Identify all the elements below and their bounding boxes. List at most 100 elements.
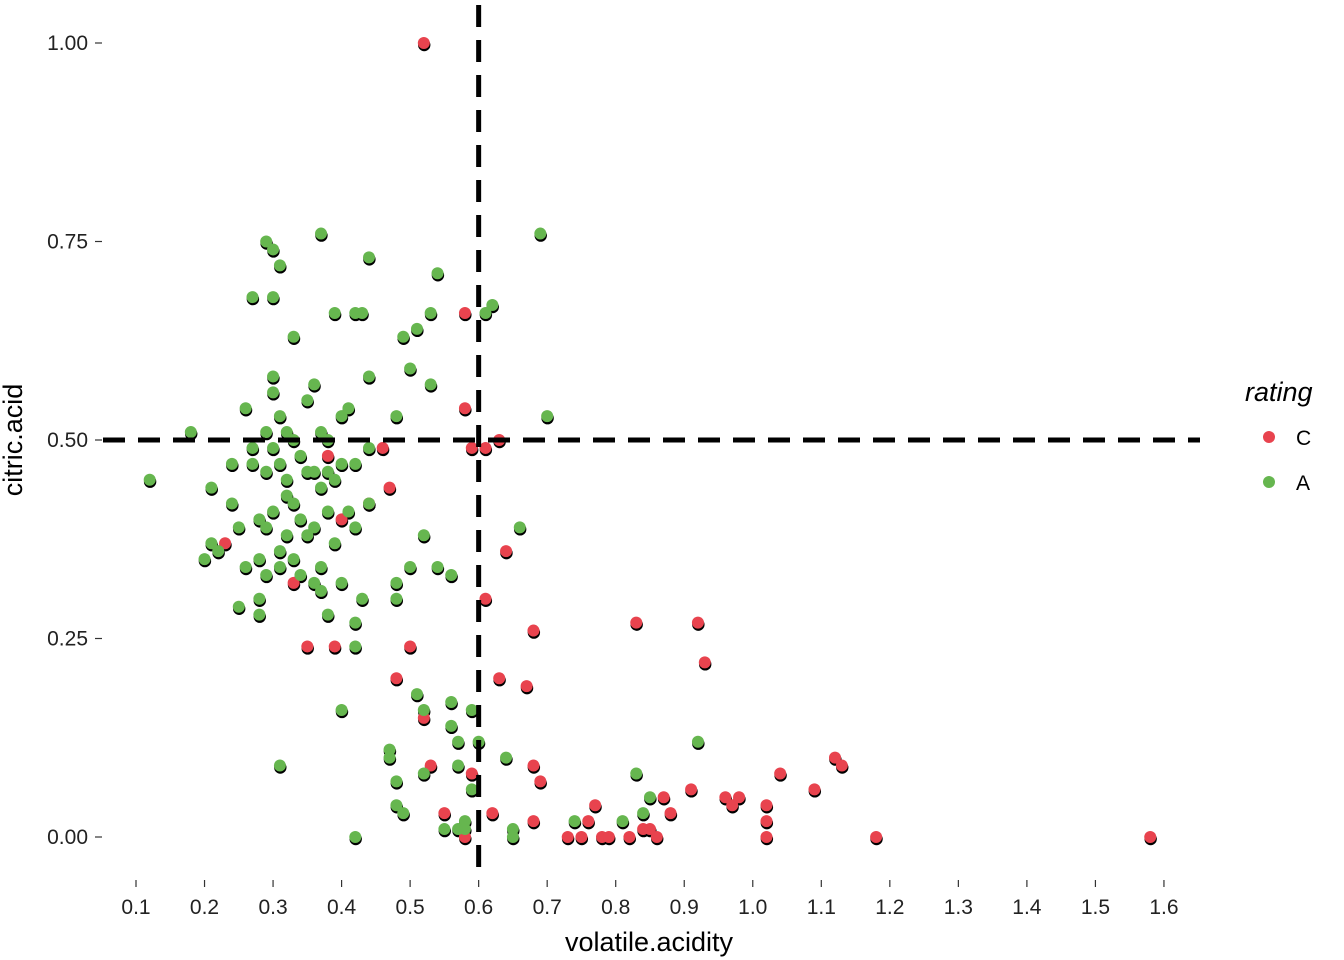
- point-c-7: [383, 481, 396, 494]
- point-c-42: [657, 791, 670, 804]
- point-a-68: [335, 576, 348, 589]
- point-a-52: [308, 521, 321, 534]
- point-a-43: [287, 553, 300, 566]
- point-c-37: [623, 831, 636, 843]
- point-a-5: [212, 545, 225, 558]
- point-c-15: [404, 640, 417, 653]
- point-c-38: [630, 616, 643, 629]
- point-c-28: [527, 759, 540, 772]
- point-a-16: [253, 553, 266, 566]
- x-tick-label-9: 1.0: [738, 896, 767, 919]
- point-a-18: [253, 608, 266, 621]
- point-a-90: [390, 799, 403, 812]
- point-a-51: [308, 465, 321, 478]
- point-a-36: [280, 426, 293, 439]
- point-a-92: [397, 807, 410, 820]
- point-c-47: [719, 791, 732, 804]
- point-a-49: [301, 529, 314, 542]
- point-c-25: [493, 672, 506, 685]
- point-a-29: [267, 505, 280, 518]
- point-a-24: [267, 243, 280, 256]
- point-a-69: [335, 703, 348, 716]
- point-a-64: [328, 473, 341, 486]
- point-a-101: [424, 378, 437, 391]
- point-a-26: [267, 370, 280, 383]
- point-a-116: [479, 306, 492, 319]
- point-a-86: [390, 410, 403, 423]
- point-a-121: [513, 521, 526, 534]
- point-a-12: [246, 291, 259, 304]
- point-c-23: [500, 545, 513, 558]
- y-axis: 0.00 0.25 0.50 0.75 1.00: [47, 32, 102, 849]
- legend-label-c: C: [1296, 427, 1311, 450]
- point-a-105: [445, 568, 458, 581]
- point-a-1: [184, 426, 197, 439]
- point-a-63: [328, 306, 341, 319]
- point-a-129: [691, 735, 704, 748]
- point-a-83: [363, 497, 376, 510]
- point-a-20: [260, 426, 273, 439]
- point-c-22: [479, 592, 492, 605]
- point-a-58: [315, 584, 328, 597]
- point-a-3: [205, 537, 218, 550]
- point-c-57: [870, 831, 883, 843]
- point-c-33: [582, 815, 595, 828]
- x-tick-label-7: 0.8: [601, 896, 630, 919]
- point-a-11: [239, 561, 252, 574]
- point-a-46: [294, 568, 307, 581]
- point-a-40: [287, 330, 300, 343]
- point-c-54: [808, 783, 821, 796]
- point-c-52: [760, 831, 773, 843]
- point-c-12: [287, 576, 300, 589]
- point-c-9: [335, 513, 348, 526]
- x-tick-label-11: 1.2: [875, 896, 904, 919]
- point-a-2: [198, 553, 211, 566]
- point-c-46: [698, 656, 711, 669]
- point-c-19: [438, 807, 451, 820]
- point-a-103: [431, 561, 444, 574]
- point-c-29: [534, 775, 547, 788]
- point-c-16: [390, 672, 403, 685]
- point-c-49: [733, 791, 746, 804]
- point-a-104: [438, 823, 451, 836]
- point-a-65: [328, 537, 341, 550]
- point-a-87: [390, 576, 403, 589]
- point-a-33: [273, 545, 286, 558]
- point-a-62: [321, 608, 334, 621]
- point-a-85: [383, 751, 396, 764]
- point-a-21: [260, 465, 273, 478]
- point-c-6: [376, 441, 389, 454]
- point-a-37: [280, 473, 293, 486]
- point-a-13: [246, 441, 259, 454]
- point-c-45: [691, 616, 704, 629]
- point-a-120: [506, 823, 519, 836]
- point-a-76: [349, 640, 362, 653]
- point-c-26: [520, 680, 533, 693]
- point-a-22: [260, 521, 273, 534]
- x-tick-label-14: 1.5: [1081, 896, 1110, 919]
- point-a-73: [349, 457, 362, 470]
- point-a-67: [335, 457, 348, 470]
- point-a-74: [349, 521, 362, 534]
- point-a-38: [280, 489, 293, 502]
- point-c-24: [486, 807, 499, 820]
- x-tick-label-0: 0.1: [121, 896, 150, 919]
- point-c-40: [643, 823, 656, 836]
- point-c-10: [321, 449, 334, 462]
- point-a-98: [417, 703, 430, 716]
- y-tick-label-0: 0.00: [47, 826, 88, 849]
- legend-key-a: [1263, 476, 1275, 488]
- point-a-60: [321, 465, 334, 478]
- point-a-54: [315, 227, 328, 240]
- point-a-117: [486, 299, 499, 312]
- point-a-112: [458, 823, 471, 836]
- point-c-3: [465, 441, 478, 454]
- x-tick-label-6: 0.7: [533, 896, 562, 919]
- point-a-31: [273, 410, 286, 423]
- point-a-113: [465, 703, 478, 716]
- legend-key-c: [1263, 431, 1275, 443]
- point-a-95: [410, 322, 423, 335]
- point-a-0: [143, 473, 156, 486]
- reference-lines: [103, 5, 1200, 880]
- point-c-56: [835, 759, 848, 772]
